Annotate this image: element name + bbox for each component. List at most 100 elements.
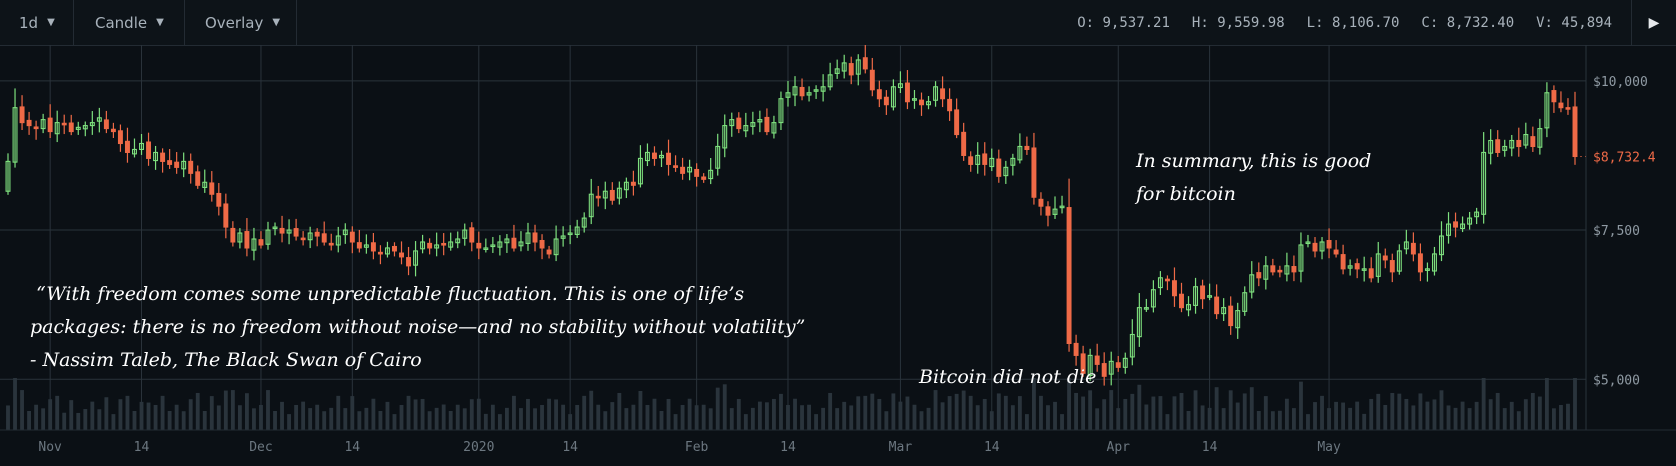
chart-type-dropdown[interactable]: Candle ▼	[74, 0, 185, 45]
price-chart[interactable]: $10,000 $7,500 $5,000 Nov 14 Dec 14 2020 14 Feb 14…	[0, 45, 1676, 466]
candle-up	[1319, 241, 1325, 252]
volume-bar	[954, 393, 959, 430]
chevron-down-icon: ▼	[272, 17, 281, 28]
candle-down	[1312, 242, 1318, 252]
candle-up	[715, 145, 721, 169]
candle-down	[919, 99, 924, 106]
volume-bar	[1074, 392, 1079, 430]
candle-down	[1094, 355, 1100, 365]
interval-dropdown[interactable]: 1d ▼	[0, 0, 74, 45]
overlay-label: Overlay	[205, 13, 264, 32]
interval-label: 1d	[19, 13, 39, 32]
candle-down	[124, 140, 130, 153]
ohlc-readout: O: 9,537.21 H: 9,559.98 L: 8,106.70 C: 8…	[1077, 0, 1612, 45]
candle-up	[933, 86, 939, 101]
volume-bar	[62, 412, 67, 430]
volume-bar	[1523, 399, 1528, 430]
candle-up	[434, 244, 440, 249]
high-value: 9,559.98	[1217, 14, 1285, 31]
candle-up	[96, 117, 102, 122]
candle-down	[279, 227, 285, 234]
candle-up	[1108, 360, 1114, 375]
volume-bar	[455, 404, 460, 430]
volume-bar	[1207, 407, 1212, 430]
volume-bar	[448, 410, 453, 430]
volume-bar	[1404, 398, 1409, 430]
candle-down	[26, 119, 32, 127]
candle-up	[1284, 265, 1290, 275]
volume-bar	[975, 405, 980, 430]
candle-up	[813, 89, 819, 92]
volume-bar	[1249, 387, 1254, 430]
open-label: O:	[1077, 14, 1095, 31]
volume-bar	[547, 398, 551, 430]
candle-down	[1333, 249, 1339, 255]
candle-down	[174, 161, 180, 168]
volume-bar	[884, 411, 889, 430]
volume-bar	[898, 401, 903, 430]
volume-bar	[1348, 407, 1353, 430]
volume-bar	[139, 401, 144, 430]
candle-up	[237, 232, 243, 243]
volume-bar	[757, 401, 762, 430]
candle-down	[1551, 90, 1557, 103]
volume-bar	[125, 395, 130, 430]
volume-bar	[793, 398, 797, 430]
candle-up	[1242, 292, 1248, 312]
candle-down	[996, 158, 1002, 177]
overlay-dropdown[interactable]: Overlay ▼	[185, 0, 297, 45]
candle-up	[1136, 307, 1142, 338]
candle-up	[462, 229, 468, 239]
volume-bar	[1418, 393, 1423, 430]
candle-up	[553, 238, 559, 256]
quote-line-1: “With freedom comes some unpredictable f…	[36, 283, 745, 305]
candle-down	[546, 249, 552, 255]
candle-down	[1368, 268, 1374, 279]
volume-bar	[800, 405, 804, 430]
volume-bar	[357, 411, 362, 430]
candle-down	[539, 239, 545, 249]
candle-up	[1052, 208, 1058, 215]
candle-up	[820, 86, 826, 92]
volume-bar	[273, 410, 277, 430]
candle-up	[1424, 268, 1430, 271]
candle-down	[1066, 207, 1072, 344]
volume-bar	[1383, 404, 1388, 430]
candle-up	[89, 122, 95, 127]
volume-bar	[364, 407, 369, 430]
candle-up	[637, 157, 643, 185]
volume-bar	[1263, 396, 1268, 430]
x-tick-label: May	[1317, 440, 1341, 455]
volume-bar	[1369, 398, 1374, 430]
candle-down	[167, 160, 173, 165]
candle-up	[1403, 241, 1409, 250]
volume-bar	[912, 404, 917, 430]
play-icon[interactable]: ▶	[1631, 0, 1676, 45]
candle-up	[687, 166, 693, 173]
volume-bar	[877, 398, 882, 430]
candle-up	[307, 232, 313, 241]
volume-bar	[617, 392, 622, 430]
candle-down	[1389, 260, 1395, 273]
candle-down	[244, 231, 250, 249]
candle-down	[1340, 254, 1346, 270]
candle-up	[1431, 253, 1437, 272]
volume-bar	[1221, 408, 1226, 430]
candle-down	[1382, 255, 1388, 261]
candle-down	[968, 156, 974, 165]
candle-down	[1080, 353, 1086, 374]
volume-bar	[378, 410, 383, 430]
volume-bar	[512, 395, 516, 430]
candle-up	[384, 247, 390, 255]
volume-bar	[1165, 414, 1170, 430]
volume-bar	[1474, 401, 1479, 430]
volume-bar	[1270, 411, 1275, 430]
volume-bar	[132, 410, 137, 430]
candle-up	[1193, 286, 1199, 306]
volume-bar	[940, 402, 945, 430]
volume-bar	[645, 404, 650, 430]
candle-up	[1488, 139, 1494, 154]
volume-bar	[842, 401, 847, 430]
x-tick-label: Dec	[249, 440, 272, 455]
candle-up	[1537, 128, 1543, 148]
